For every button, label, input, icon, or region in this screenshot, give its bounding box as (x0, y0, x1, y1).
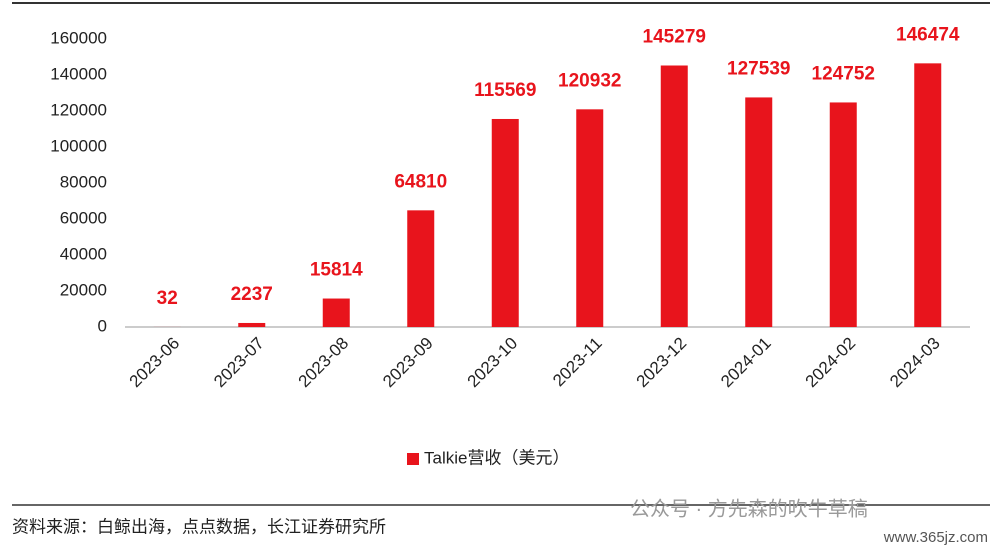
x-tick-label: 2024-01 (717, 334, 775, 392)
value-label: 146474 (896, 24, 960, 45)
value-label: 2237 (231, 284, 273, 305)
bar (491, 118, 519, 327)
x-tick-label: 2023-06 (126, 334, 184, 392)
x-tick-label: 2023-11 (549, 334, 606, 391)
y-tick-label: 140000 (50, 64, 107, 83)
y-tick-label: 80000 (60, 172, 107, 191)
y-tick-label: 40000 (60, 244, 107, 263)
x-tick-label: 2023-07 (210, 334, 268, 392)
value-label: 127539 (727, 58, 790, 79)
bar (660, 65, 688, 327)
bar (576, 109, 604, 327)
x-tick-label: 2023-09 (379, 334, 437, 392)
y-tick-label: 120000 (50, 100, 107, 119)
value-label: 124752 (812, 63, 875, 84)
bar (322, 298, 350, 327)
source: 资料来源：白鲸出海，点点数据，长江证券研究所 (12, 517, 386, 536)
value-label: 115569 (474, 80, 536, 101)
y-tick-label: 0 (98, 316, 107, 335)
x-tick-label: 2024-02 (802, 334, 860, 392)
value-label: 32 (157, 288, 178, 309)
legend-swatch (407, 453, 419, 465)
bar (745, 97, 773, 327)
legend-label: Talkie营收（美元） (424, 448, 569, 467)
x-tick-label: 2024-03 (886, 334, 944, 392)
value-label: 145279 (643, 27, 706, 48)
x-tick-label: 2023-10 (464, 334, 522, 392)
y-tick-label: 60000 (60, 208, 107, 227)
value-label: 15814 (310, 260, 363, 281)
value-label: 64810 (394, 171, 447, 192)
y-tick-label: 160000 (50, 28, 107, 47)
bar (914, 63, 942, 327)
x-tick-label: 2023-12 (633, 334, 691, 392)
bar (238, 322, 266, 327)
watermark: 公众号 · 方先森的吹牛草稿 (630, 497, 868, 520)
bar (407, 210, 435, 327)
x-tick-label: 2023-08 (295, 334, 353, 392)
y-tick-label: 100000 (50, 136, 107, 155)
watermark-url: www.365jz.com (883, 529, 988, 546)
value-label: 120932 (558, 70, 621, 91)
y-tick-label: 20000 (60, 280, 107, 299)
bar (829, 102, 857, 327)
